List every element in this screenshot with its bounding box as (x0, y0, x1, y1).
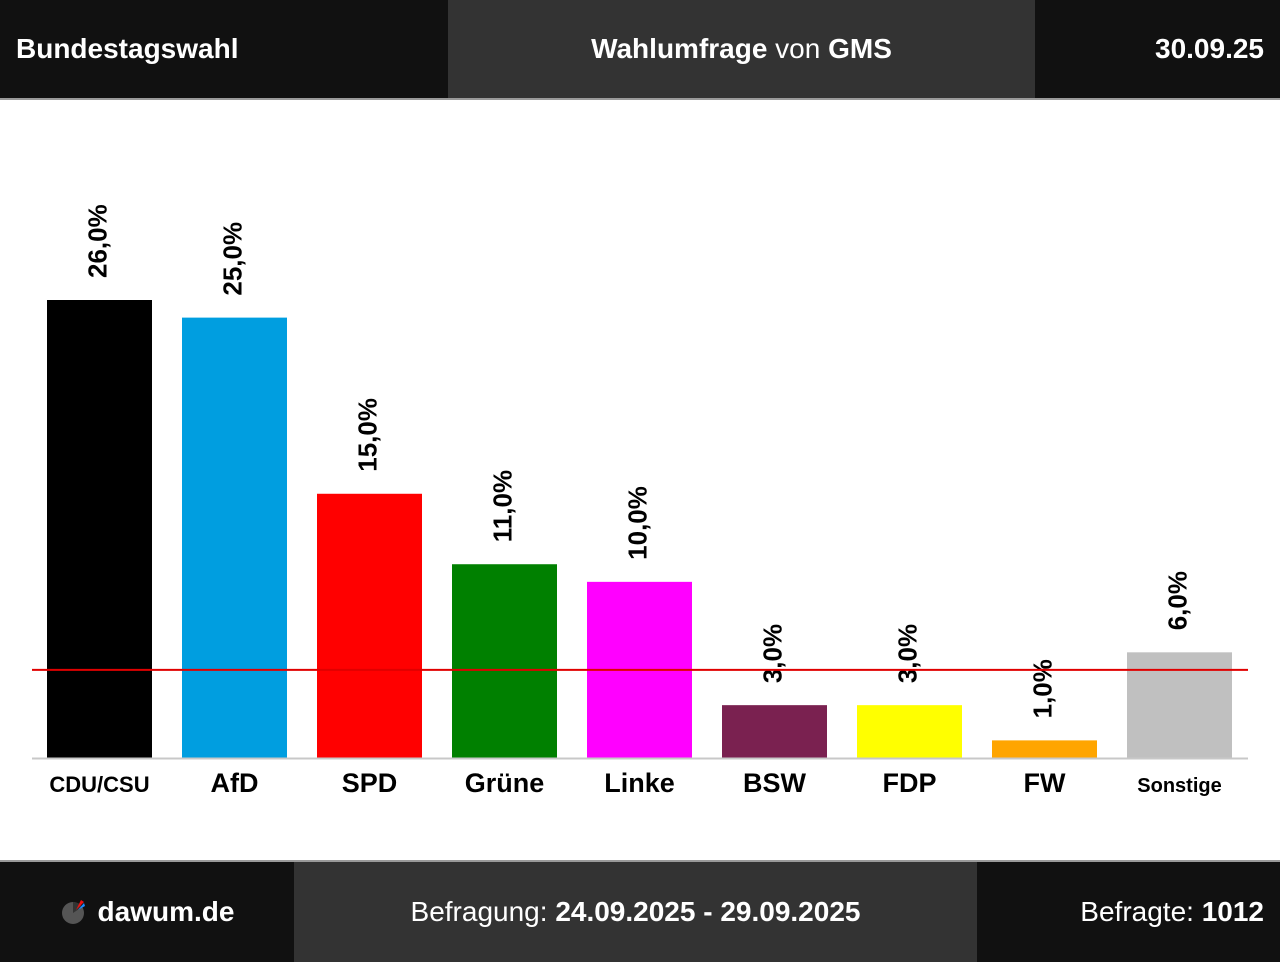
value-label: 3,0% (892, 624, 922, 683)
election-type: Bundestagswahl (0, 0, 448, 98)
bar-bsw (722, 705, 827, 758)
footer-bar: dawum.de Befragung: 24.09.2025 - 29.09.2… (0, 860, 1280, 962)
survey-period-value: 24.09.2025 - 29.09.2025 (555, 896, 861, 927)
institute-name: GMS (828, 33, 892, 64)
value-label: 15,0% (352, 398, 382, 472)
value-label: 6,0% (1162, 571, 1192, 630)
category-label: BSW (743, 768, 807, 798)
respondents-label: Befragte: (1080, 896, 1202, 927)
category-label: Linke (604, 768, 675, 798)
category-label: Sonstige (1137, 775, 1221, 797)
bar-fdp (857, 705, 962, 758)
bar-spd (317, 493, 422, 758)
value-label: 1,0% (1027, 659, 1057, 718)
bar-cdu-csu (47, 300, 152, 758)
bar-afd (182, 317, 287, 758)
value-label: 3,0% (757, 624, 787, 683)
poll-bar-chart: 26,0% CDU/CSU 25,0% AfD 15,0% SPD 11,0% Grüne 10… (32, 204, 1248, 798)
category-label: FW (1024, 768, 1066, 798)
poll-title-main: Wahlumfrage (591, 33, 768, 64)
value-label: 26,0% (82, 204, 112, 278)
brand[interactable]: dawum.de (0, 862, 294, 962)
survey-period-label: Befragung: (410, 896, 556, 927)
category-label: SPD (342, 768, 398, 798)
bar-gr-ne (452, 564, 557, 758)
value-label: 10,0% (622, 486, 652, 560)
bar-fw (992, 740, 1097, 758)
category-label: CDU/CSU (49, 772, 149, 797)
header-bar: Bundestagswahl Wahlumfrage von GMS 30.09… (0, 0, 1280, 100)
poll-date: 30.09.25 (1035, 0, 1280, 98)
survey-period: Befragung: 24.09.2025 - 29.09.2025 (294, 862, 977, 962)
respondents: Befragte: 1012 (977, 862, 1280, 962)
pie-logo-icon (61, 900, 85, 924)
category-label: FDP (883, 768, 937, 798)
bar-sonstige (1127, 652, 1232, 758)
category-label: Grüne (465, 768, 545, 798)
category-label: AfD (211, 768, 259, 798)
value-label: 25,0% (217, 222, 247, 296)
value-label: 11,0% (487, 470, 517, 542)
poll-title-connector: von (767, 33, 829, 64)
brand-name: dawum.de (97, 896, 235, 927)
poll-title: Wahlumfrage von GMS (448, 0, 1035, 98)
respondents-value: 1012 (1201, 896, 1264, 927)
